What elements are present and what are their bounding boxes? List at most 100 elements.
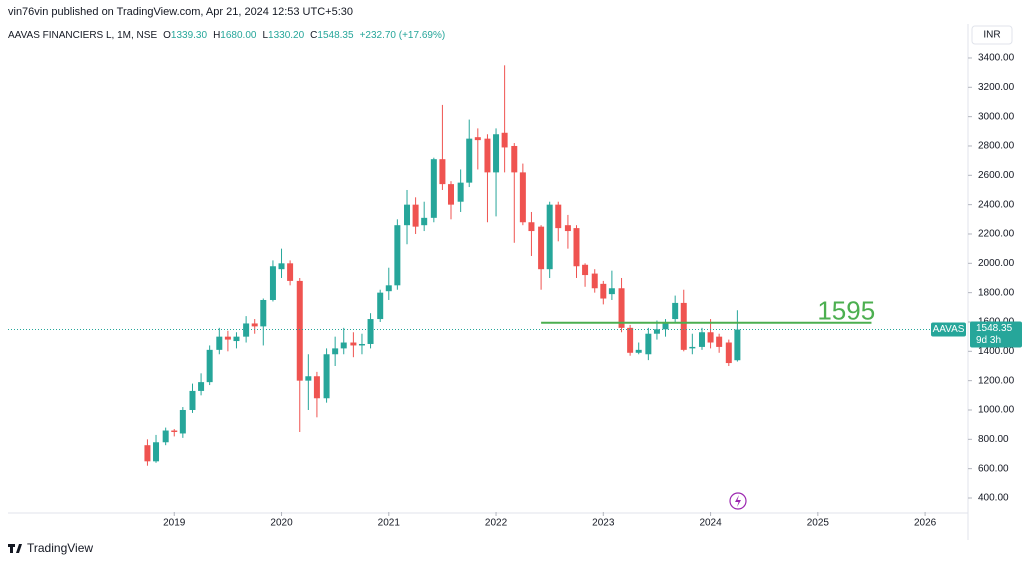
price-tag-value: 1548.35 — [976, 323, 1013, 334]
candle-body — [296, 280, 303, 381]
candle-body — [144, 445, 151, 462]
change: +232.70 (+17.69%) — [360, 30, 446, 41]
candle-body — [466, 138, 473, 183]
candle-body — [698, 332, 705, 347]
candle-body — [734, 329, 741, 361]
x-tick-label: 2026 — [914, 518, 937, 529]
candle-body — [538, 226, 545, 270]
ohlc-value: 1680.00 — [220, 30, 257, 41]
candle-body — [528, 222, 535, 232]
candle-body — [171, 430, 178, 432]
y-tick-label: 1200.00 — [978, 375, 1015, 386]
candle-body — [439, 159, 446, 185]
symbol-tag — [931, 322, 966, 337]
candle-body — [474, 137, 481, 141]
candle-body — [404, 204, 411, 226]
candle-body — [278, 263, 285, 270]
candle-body — [680, 302, 687, 350]
y-tick-label: 2800.00 — [978, 141, 1015, 152]
price-tag-countdown: 9d 3h — [976, 335, 1001, 346]
y-tick-label: 400.00 — [978, 493, 1009, 504]
candle-body — [653, 329, 660, 334]
candle-body — [618, 288, 625, 328]
ohlc-value: 1339.30 — [171, 30, 208, 41]
candle-body — [608, 288, 615, 295]
candle-body — [198, 382, 205, 391]
price-tag — [970, 321, 1022, 348]
candle-body — [645, 333, 652, 355]
candle-body — [243, 323, 250, 337]
y-tick-label: 1800.00 — [978, 287, 1015, 298]
ohlc-key: L — [262, 30, 268, 41]
candle-body — [555, 204, 562, 229]
y-tick-label: 3200.00 — [978, 82, 1015, 93]
candle-body — [672, 302, 679, 320]
symbol-line: AAVAS FINANCIERS L, 1M, NSE O1339.30 H1680… — [8, 30, 445, 41]
candle-body — [260, 299, 267, 327]
symbol-tag-text: AAVAS — [933, 324, 965, 335]
ohlc-key: H — [213, 30, 220, 41]
candle-body — [600, 283, 607, 299]
candle-body — [358, 343, 365, 346]
candle-body — [457, 182, 464, 202]
candle-body — [627, 327, 634, 353]
candle-body — [573, 228, 580, 267]
y-tick-label: 600.00 — [978, 463, 1009, 474]
candle-body — [689, 346, 696, 349]
candle-body — [725, 342, 732, 364]
y-tick-label: 800.00 — [978, 434, 1009, 445]
candle-body — [162, 430, 169, 443]
ohlc-value: 1548.35 — [317, 30, 354, 41]
symbol: AAVAS FINANCIERS L, 1M, NSE — [8, 30, 157, 41]
y-tick-label: 1400.00 — [978, 346, 1015, 357]
currency: INR — [983, 30, 1000, 41]
y-tick-label: 2200.00 — [978, 229, 1015, 240]
candle-body — [216, 336, 223, 350]
brand-logo[interactable]: TradingView — [8, 541, 93, 555]
brand-name: TradingView — [27, 541, 93, 555]
candle-body — [350, 342, 357, 346]
x-tick-label: 2020 — [270, 518, 293, 529]
y-tick-label: 2000.00 — [978, 258, 1015, 269]
ohlc-key: C — [310, 30, 317, 41]
candle-body — [313, 376, 320, 399]
candle-body — [430, 159, 437, 218]
candle-body — [591, 273, 598, 289]
candle-body — [564, 225, 571, 232]
candle-body — [377, 292, 384, 320]
candle-body — [582, 264, 589, 276]
candle-body — [716, 336, 723, 347]
ohlc-value: 1330.20 — [268, 30, 305, 41]
currency-box[interactable] — [971, 25, 1013, 45]
candle-body — [412, 204, 419, 227]
candle-body — [519, 172, 526, 223]
candle-body — [546, 204, 553, 270]
y-tick-label: 2400.00 — [978, 199, 1015, 210]
x-tick-label: 2025 — [807, 518, 830, 529]
candle-body — [305, 376, 312, 381]
published-line: vin76vin published on TradingView.com, A… — [8, 6, 353, 18]
candle-body — [662, 321, 669, 330]
candle-body — [493, 134, 500, 173]
y-tick-label: 3400.00 — [978, 53, 1015, 64]
candle-body — [394, 225, 401, 286]
candle-body — [635, 349, 642, 353]
candle-body — [153, 442, 160, 462]
lightning — [735, 495, 741, 507]
candle-body — [385, 285, 392, 292]
candle-body — [179, 409, 186, 434]
candle-body — [367, 319, 374, 344]
x-tick-label: 2021 — [378, 518, 401, 529]
level-label: 1595 — [817, 296, 875, 326]
candle-body — [484, 138, 491, 173]
x-tick-label: 2022 — [485, 518, 508, 529]
candle-body — [269, 266, 276, 300]
candle-body — [206, 349, 213, 383]
ohlc-key: O — [163, 30, 171, 41]
candle-body — [233, 336, 240, 342]
candle-body — [511, 145, 518, 173]
x-tick-label: 2024 — [699, 518, 722, 529]
